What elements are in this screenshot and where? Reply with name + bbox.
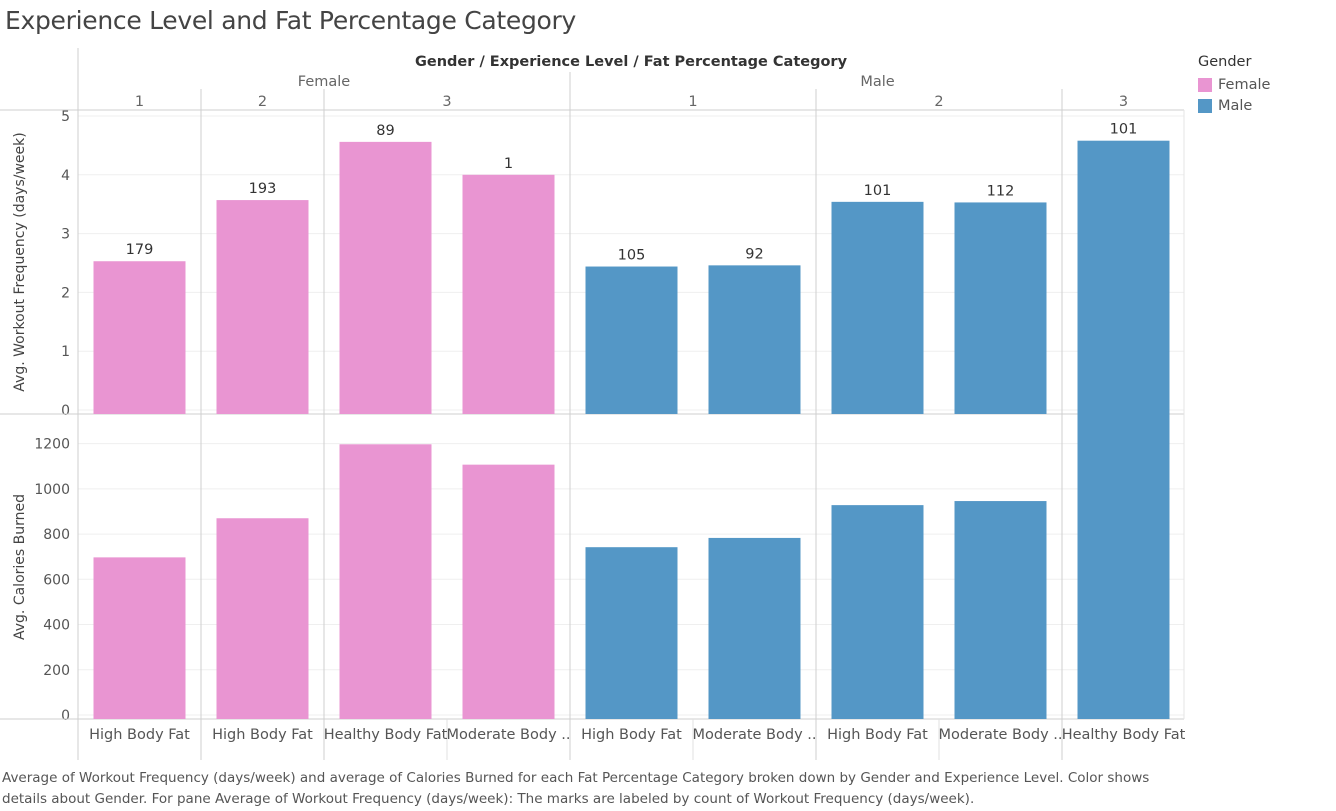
legend: Gender Female Male [1198,54,1270,116]
y-tick-label: 0 [61,708,70,724]
bar-workout-freq[interactable] [708,265,801,414]
bar-calories[interactable] [954,501,1047,719]
bar-calories[interactable] [462,464,555,719]
bar-workout-freq[interactable] [339,141,432,414]
experience-level-header: 2 [934,94,943,110]
bar-workout-freq[interactable] [831,201,924,414]
category-label: Moderate Body .. [938,727,1062,743]
category-label: High Body Fat [581,727,682,743]
experience-level-header: 1 [688,94,697,110]
legend-label-female: Female [1218,76,1271,93]
bar-value-label: 112 [987,183,1015,199]
bar-workout-freq[interactable] [585,266,678,414]
bar-value-label: 1 [504,156,513,172]
y-tick-label: 4 [61,168,70,184]
bar-calories[interactable] [93,557,186,719]
bar-calories[interactable] [585,547,678,719]
bar-value-label: 101 [864,183,892,199]
bar-value-label: 92 [745,246,763,262]
legend-swatch-male [1198,98,1212,113]
category-label: Healthy Body Fat [1062,727,1186,743]
y-tick-label: 800 [43,527,70,543]
bar-workout-freq[interactable] [462,174,555,414]
bar-workout-freq[interactable] [216,200,309,414]
experience-level-header: 1 [135,94,144,110]
legend-title: Gender [1198,54,1252,70]
bar-calories[interactable] [216,518,309,719]
bar-calories[interactable] [339,444,432,719]
chart-title: Experience Level and Fat Percentage Cate… [5,6,577,35]
gender-header: Male [860,74,894,90]
bar-workout-freq[interactable] [1077,140,1170,415]
experience-level-header: 3 [1119,94,1128,110]
bar-calories[interactable] [708,537,801,719]
legend-item-male[interactable]: Male [1198,95,1270,116]
bar-workout-freq[interactable] [93,261,186,414]
y-tick-label: 5 [61,109,70,125]
category-label: Moderate Body .. [446,727,570,743]
bar-workout-freq[interactable] [954,202,1047,414]
bar-value-label: 105 [618,248,646,264]
y-tick-label: 1000 [34,482,70,498]
y-tick-label: 0 [61,403,70,419]
bar-calories[interactable] [1077,413,1170,719]
category-label: Healthy Body Fat [324,727,448,743]
gender-header: Female [298,74,351,90]
bar-value-label: 101 [1110,122,1138,138]
bar-value-label: 193 [249,181,277,197]
legend-item-female[interactable]: Female [1198,74,1270,95]
bar-calories[interactable] [831,505,924,719]
y-tick-label: 600 [43,572,70,588]
category-label: High Body Fat [212,727,313,743]
column-header-title: Gender / Experience Level / Fat Percenta… [415,54,848,70]
y-tick-label: 3 [61,227,70,243]
category-label: High Body Fat [89,727,190,743]
y-axis-label: Avg. Calories Burned [12,494,28,640]
experience-level-header: 2 [258,94,267,110]
legend-swatch-female [1198,77,1212,92]
y-tick-label: 2 [61,285,70,301]
category-label: Moderate Body .. [692,727,816,743]
y-tick-label: 400 [43,618,70,634]
y-tick-label: 1200 [34,437,70,453]
y-tick-label: 1 [61,344,70,360]
chart-caption: Average of Workout Frequency (days/week)… [2,770,1150,807]
y-axis-label: Avg. Workout Frequency (days/week) [12,132,28,391]
y-tick-label: 200 [43,663,70,679]
category-label: High Body Fat [827,727,928,743]
bar-value-label: 89 [376,123,394,139]
bar-value-label: 179 [126,242,154,258]
experience-level-header: 3 [442,94,451,110]
legend-label-male: Male [1218,97,1253,114]
